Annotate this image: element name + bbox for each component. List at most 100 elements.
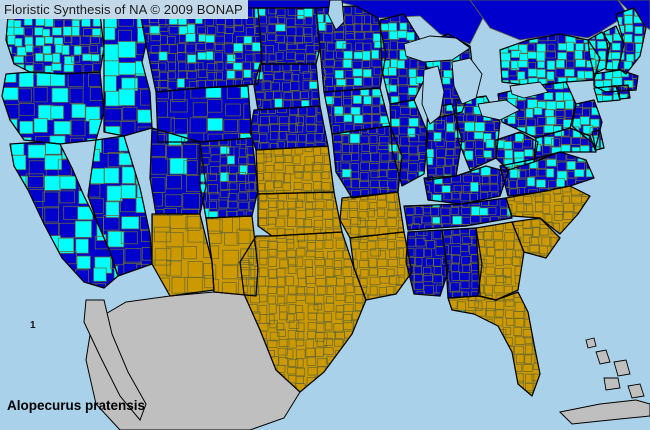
county-present[interactable] xyxy=(104,167,120,184)
county-absent[interactable] xyxy=(560,136,572,145)
county-absent[interactable] xyxy=(25,55,34,64)
county-absent[interactable] xyxy=(432,274,443,284)
county-absent[interactable] xyxy=(171,277,188,294)
county-present[interactable] xyxy=(309,81,318,90)
county-absent[interactable] xyxy=(493,230,504,241)
county-absent[interactable] xyxy=(238,147,249,158)
county-absent[interactable] xyxy=(287,201,297,209)
county-absent[interactable] xyxy=(314,266,325,276)
county-absent[interactable] xyxy=(450,282,460,293)
county-absent[interactable] xyxy=(205,42,215,51)
county-absent[interactable] xyxy=(574,99,583,109)
county-present[interactable] xyxy=(611,42,621,51)
county-absent[interactable] xyxy=(275,51,284,61)
county-absent[interactable] xyxy=(350,217,361,225)
county-absent[interactable] xyxy=(353,23,362,32)
county-absent[interactable] xyxy=(275,8,286,18)
county-present[interactable] xyxy=(543,124,554,134)
county-absent[interactable] xyxy=(302,71,313,80)
county-present[interactable] xyxy=(504,149,513,159)
county-present[interactable] xyxy=(546,168,555,178)
county-absent[interactable] xyxy=(313,219,324,230)
county-absent[interactable] xyxy=(234,24,244,33)
county-present[interactable] xyxy=(503,141,513,150)
county-absent[interactable] xyxy=(279,116,289,126)
county-absent[interactable] xyxy=(396,240,407,248)
county-absent[interactable] xyxy=(563,202,574,213)
county-absent[interactable] xyxy=(160,87,171,97)
county-absent[interactable] xyxy=(229,165,239,174)
county-absent[interactable] xyxy=(277,131,287,141)
county-absent[interactable] xyxy=(345,24,356,34)
county-absent[interactable] xyxy=(295,199,304,209)
county-absent[interactable] xyxy=(484,284,493,295)
county-absent[interactable] xyxy=(214,51,223,62)
county-absent[interactable] xyxy=(474,301,483,311)
county-absent[interactable] xyxy=(326,331,337,340)
county-absent[interactable] xyxy=(323,32,333,43)
county-present[interactable] xyxy=(187,23,196,34)
county-absent[interactable] xyxy=(423,272,433,283)
county-present[interactable] xyxy=(390,96,400,104)
county-absent[interactable] xyxy=(206,62,218,71)
county-absent[interactable] xyxy=(314,133,323,142)
county-absent[interactable] xyxy=(323,337,333,346)
county-absent[interactable] xyxy=(505,299,515,307)
county-absent[interactable] xyxy=(423,248,433,258)
county-absent[interactable] xyxy=(484,122,495,132)
county-absent[interactable] xyxy=(303,27,313,37)
county-present[interactable] xyxy=(106,185,123,202)
county-absent[interactable] xyxy=(334,85,345,94)
county-present[interactable] xyxy=(35,52,44,62)
county-absent[interactable] xyxy=(370,248,381,257)
county-present[interactable] xyxy=(335,40,347,50)
county-absent[interactable] xyxy=(461,207,472,215)
county-absent[interactable] xyxy=(325,258,334,267)
county-absent[interactable] xyxy=(254,281,271,295)
county-absent[interactable] xyxy=(85,183,101,198)
county-present[interactable] xyxy=(43,54,53,62)
county-absent[interactable] xyxy=(345,31,355,40)
county-absent[interactable] xyxy=(464,140,474,149)
county-absent[interactable] xyxy=(304,145,313,153)
county-present[interactable] xyxy=(587,49,596,59)
county-absent[interactable] xyxy=(295,15,305,26)
county-absent[interactable] xyxy=(17,88,32,103)
county-absent[interactable] xyxy=(69,119,86,137)
county-absent[interactable] xyxy=(276,322,285,331)
county-absent[interactable] xyxy=(288,123,298,133)
county-present[interactable] xyxy=(89,168,105,185)
county-absent[interactable] xyxy=(495,257,504,266)
county-absent[interactable] xyxy=(397,76,408,87)
county-absent[interactable] xyxy=(535,168,547,177)
county-absent[interactable] xyxy=(321,189,330,199)
county-absent[interactable] xyxy=(283,155,293,163)
county-present[interactable] xyxy=(503,158,514,168)
county-absent[interactable] xyxy=(432,257,442,267)
county-present[interactable] xyxy=(342,59,352,69)
county-absent[interactable] xyxy=(360,269,369,278)
county-absent[interactable] xyxy=(435,120,445,130)
county-absent[interactable] xyxy=(258,240,270,248)
county-absent[interactable] xyxy=(486,247,496,257)
county-absent[interactable] xyxy=(331,182,341,192)
county-absent[interactable] xyxy=(369,179,380,188)
county-absent[interactable] xyxy=(371,106,381,114)
county-absent[interactable] xyxy=(324,23,333,34)
county-absent[interactable] xyxy=(554,204,564,215)
county-absent[interactable] xyxy=(217,24,227,34)
county-absent[interactable] xyxy=(301,171,312,181)
county-absent[interactable] xyxy=(303,183,312,192)
county-absent[interactable] xyxy=(408,153,419,162)
county-absent[interactable] xyxy=(435,138,445,147)
county-absent[interactable] xyxy=(214,42,224,51)
county-absent[interactable] xyxy=(288,304,297,314)
county-absent[interactable] xyxy=(92,283,106,297)
county-absent[interactable] xyxy=(224,33,233,44)
county-present[interactable] xyxy=(71,103,86,119)
county-absent[interactable] xyxy=(255,183,265,192)
county-absent[interactable] xyxy=(166,36,176,45)
county-absent[interactable] xyxy=(268,248,277,257)
county-absent[interactable] xyxy=(276,190,285,198)
county-absent[interactable] xyxy=(377,208,386,217)
